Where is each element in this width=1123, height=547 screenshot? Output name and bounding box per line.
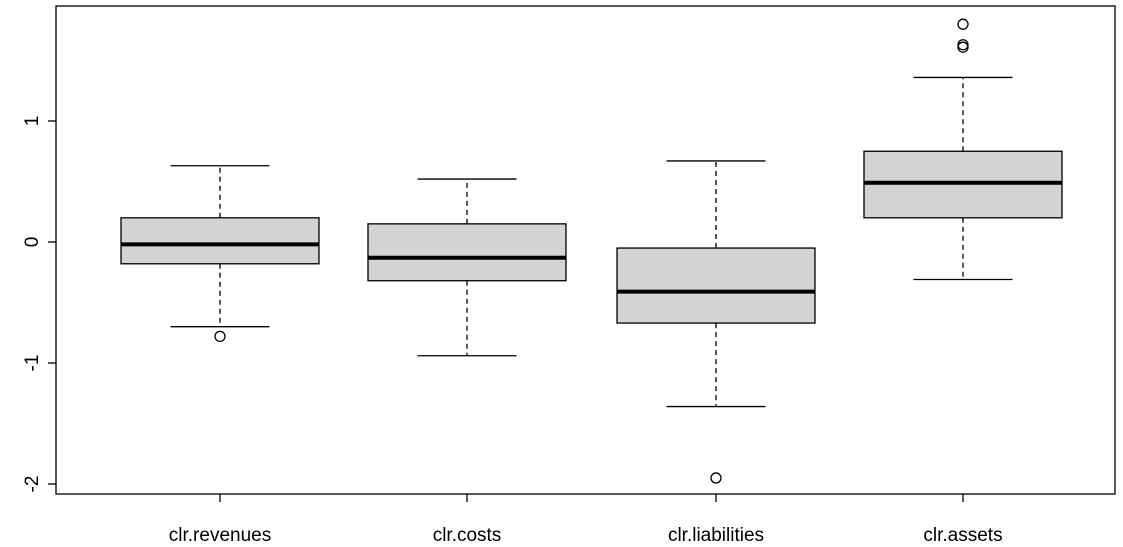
iqr-box	[367, 223, 567, 282]
iqr-box	[616, 247, 816, 324]
y-tick-label: -2	[22, 476, 43, 493]
x-axis: clr.revenues clr.costs clr.liabilities clr.…	[169, 494, 1003, 546]
outlier-point	[957, 18, 969, 30]
iqr-box	[120, 217, 320, 265]
x-tick-label: clr.liabilities	[668, 525, 764, 546]
box-clr-assets	[863, 18, 1063, 281]
outlier-point	[957, 39, 969, 51]
outlier-point	[957, 41, 969, 53]
outlier-point	[214, 330, 226, 343]
x-tick-label: clr.costs	[433, 525, 502, 546]
plot-frame	[55, 5, 1116, 495]
box-clr-revenues	[120, 165, 320, 343]
box-clr-costs	[367, 178, 567, 357]
y-tick-label: 1	[22, 116, 43, 127]
y-axis: -2 -1 0 1	[22, 116, 56, 493]
y-tick-label: 0	[22, 237, 43, 248]
x-tick-label: clr.revenues	[169, 525, 271, 546]
x-tick-label: clr.assets	[923, 525, 1002, 546]
y-tick-label: -1	[22, 355, 43, 372]
box-clr-liabilities	[616, 160, 816, 484]
outlier-point	[710, 472, 722, 484]
